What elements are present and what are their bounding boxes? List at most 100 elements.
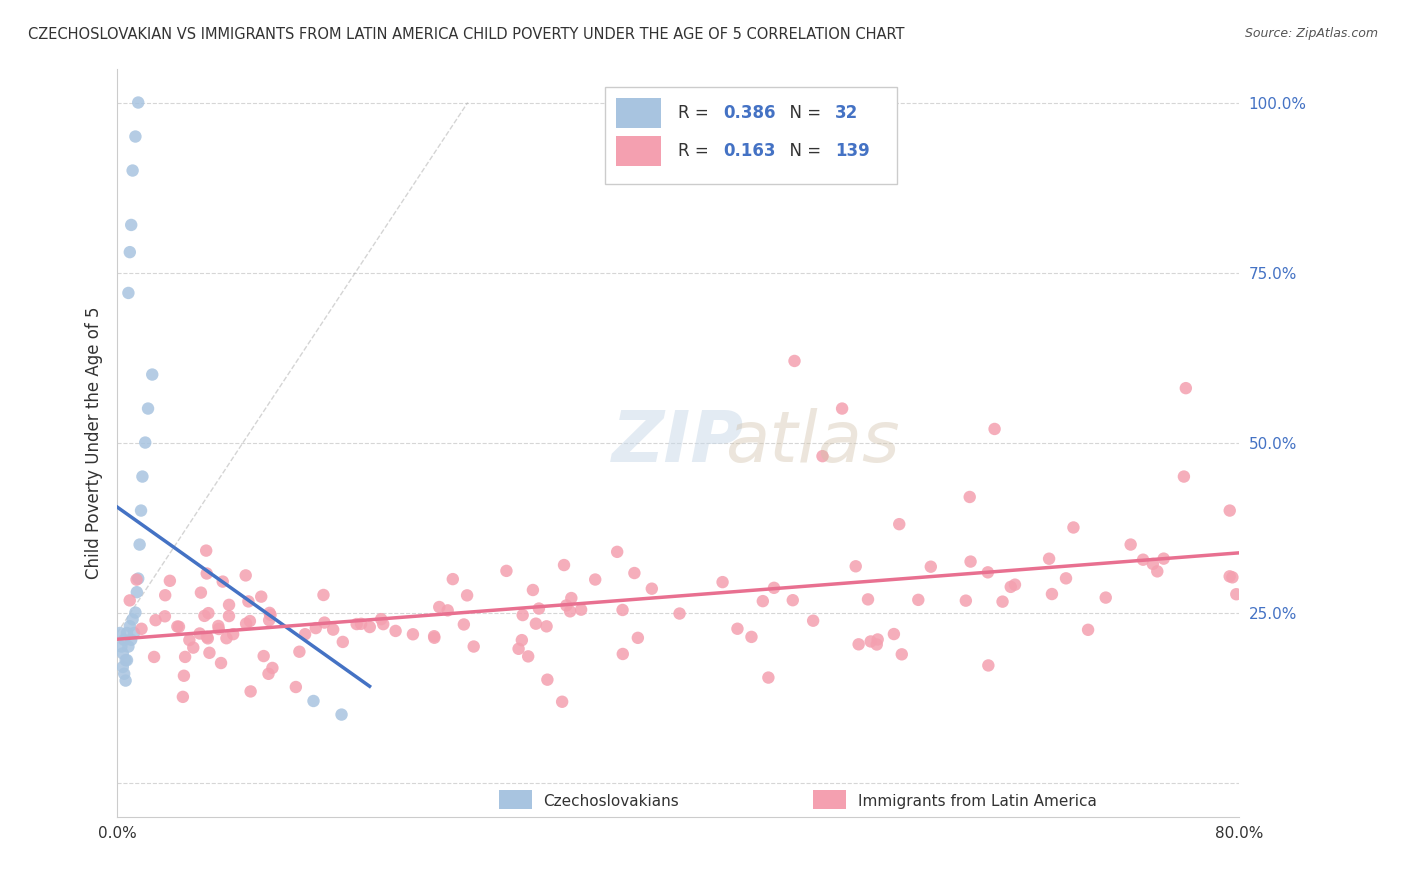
Point bbox=[1119, 538, 1142, 552]
Point bbox=[197, 606, 219, 620]
Text: Immigrants from Latin America: Immigrants from Latin America bbox=[858, 794, 1097, 809]
Point bbox=[114, 673, 136, 688]
Point bbox=[456, 588, 478, 602]
Point bbox=[1222, 570, 1244, 584]
Point bbox=[111, 646, 134, 660]
Point bbox=[752, 594, 775, 608]
Text: R =: R = bbox=[678, 142, 714, 160]
Point bbox=[114, 653, 136, 667]
Point bbox=[179, 633, 201, 648]
Point bbox=[207, 619, 229, 633]
Point bbox=[330, 707, 353, 722]
Point bbox=[623, 566, 645, 580]
Point bbox=[866, 632, 889, 647]
Point bbox=[1000, 580, 1022, 594]
Point bbox=[612, 647, 634, 661]
Point bbox=[845, 559, 868, 574]
Point bbox=[959, 555, 981, 569]
Point bbox=[848, 637, 870, 651]
Text: 0.386: 0.386 bbox=[723, 104, 776, 122]
Point bbox=[889, 517, 911, 532]
Point bbox=[859, 634, 882, 648]
Point bbox=[555, 599, 578, 613]
Point bbox=[612, 603, 634, 617]
Point bbox=[373, 617, 395, 632]
Point bbox=[983, 422, 1005, 436]
Point bbox=[112, 666, 135, 681]
Point bbox=[890, 648, 912, 662]
Point bbox=[259, 606, 281, 620]
Point bbox=[783, 354, 806, 368]
Point bbox=[314, 615, 336, 630]
Point bbox=[1142, 557, 1164, 571]
Point bbox=[627, 631, 650, 645]
Point bbox=[977, 658, 1000, 673]
Point bbox=[115, 653, 138, 667]
Point bbox=[811, 449, 834, 463]
Point bbox=[512, 608, 534, 623]
Point bbox=[302, 694, 325, 708]
Text: N =: N = bbox=[779, 104, 827, 122]
Point bbox=[120, 632, 142, 647]
Point bbox=[758, 671, 780, 685]
Point bbox=[583, 573, 606, 587]
Point bbox=[441, 572, 464, 586]
Point bbox=[159, 574, 181, 588]
Point bbox=[118, 619, 141, 633]
Point bbox=[1174, 381, 1197, 395]
Point bbox=[125, 585, 148, 599]
Point bbox=[112, 632, 135, 647]
Point bbox=[1146, 565, 1168, 579]
Point bbox=[110, 640, 132, 654]
Point bbox=[181, 640, 204, 655]
Point bbox=[495, 564, 517, 578]
Point bbox=[117, 285, 139, 300]
Point bbox=[1132, 552, 1154, 566]
Point bbox=[211, 574, 233, 589]
Point bbox=[122, 626, 145, 640]
Point bbox=[558, 604, 581, 618]
Point bbox=[763, 581, 786, 595]
Point bbox=[190, 585, 212, 599]
Point bbox=[257, 613, 280, 627]
Text: CZECHOSLOVAKIAN VS IMMIGRANTS FROM LATIN AMERICA CHILD POVERTY UNDER THE AGE OF : CZECHOSLOVAKIAN VS IMMIGRANTS FROM LATIN… bbox=[28, 27, 904, 42]
Point bbox=[668, 607, 690, 621]
Point bbox=[121, 163, 143, 178]
Point bbox=[322, 623, 344, 637]
Point bbox=[235, 568, 257, 582]
Point bbox=[436, 603, 458, 617]
Point bbox=[127, 572, 149, 586]
Point bbox=[536, 673, 558, 687]
Point bbox=[1225, 587, 1247, 601]
Point bbox=[346, 617, 368, 632]
Point bbox=[560, 591, 582, 605]
Point bbox=[195, 566, 218, 581]
Point bbox=[166, 619, 188, 633]
Point bbox=[1077, 623, 1099, 637]
Point bbox=[1173, 469, 1195, 483]
Point bbox=[288, 645, 311, 659]
Point bbox=[527, 601, 550, 615]
Point bbox=[124, 129, 146, 144]
Point bbox=[172, 690, 194, 704]
Point bbox=[131, 469, 153, 483]
Point bbox=[959, 490, 981, 504]
Point bbox=[305, 621, 328, 635]
Point bbox=[522, 582, 544, 597]
Point bbox=[312, 588, 335, 602]
Point bbox=[551, 695, 574, 709]
Point bbox=[569, 602, 592, 616]
Point bbox=[427, 600, 450, 615]
Point bbox=[215, 631, 238, 645]
FancyBboxPatch shape bbox=[616, 98, 661, 128]
Point bbox=[524, 616, 547, 631]
Point bbox=[991, 594, 1014, 608]
Point bbox=[553, 558, 575, 572]
Point bbox=[955, 593, 977, 607]
Point bbox=[143, 649, 166, 664]
Point bbox=[153, 609, 176, 624]
Point bbox=[856, 592, 879, 607]
Point bbox=[402, 627, 425, 641]
Point bbox=[606, 545, 628, 559]
Text: atlas: atlas bbox=[725, 408, 900, 477]
